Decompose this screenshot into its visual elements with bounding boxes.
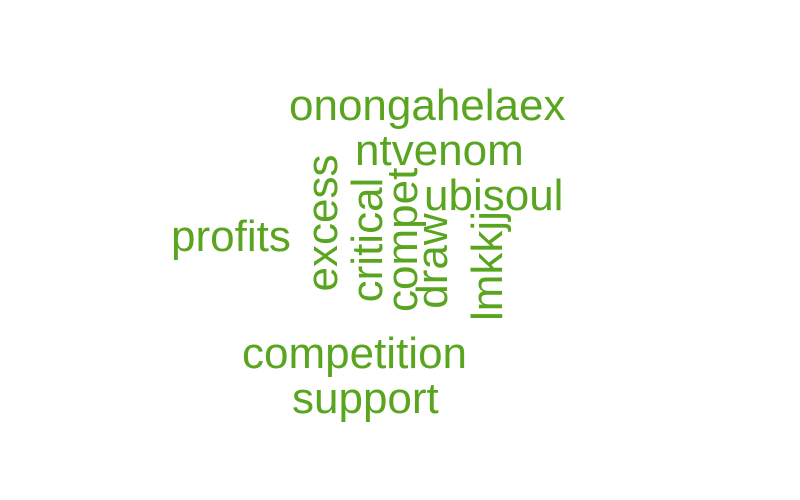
word-onongahelaex: onongahelaex	[289, 81, 566, 130]
word-excess: excess	[298, 154, 347, 292]
word-support: support	[292, 374, 439, 423]
word-ntvenom: ntvenom	[355, 126, 524, 175]
word-ubisoul: ubisoul	[424, 171, 564, 220]
word-lmkkjj: lmkkjj	[463, 211, 512, 321]
word-competition: competition	[242, 329, 468, 378]
word-profits: profits	[171, 212, 291, 261]
word-draw: draw	[408, 213, 457, 309]
